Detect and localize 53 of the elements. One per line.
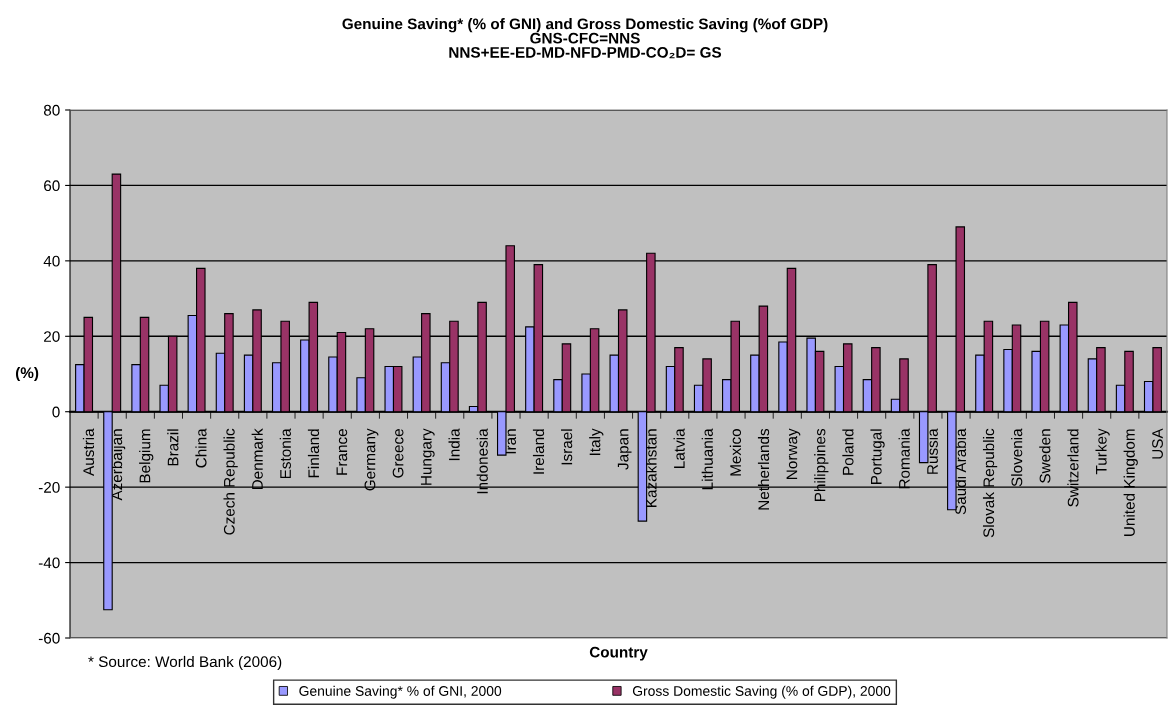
x-tick-label: Israel bbox=[561, 429, 573, 465]
x-tick-label: Czech Republic bbox=[223, 428, 238, 535]
x-tick-label: Switzerland bbox=[1067, 429, 1079, 507]
x-tick-label: Latvia bbox=[673, 428, 685, 468]
x-tick-label: Poland bbox=[842, 429, 854, 475]
x-tick-label: Denmark bbox=[251, 428, 263, 490]
chart-title: Genuine Saving* (% of GNI) and Gross Domestic Saving (%of GDP) GNS-CFC=NNS NNS+EE-ED-MD-NFD-PMD-CO₂D= GS bbox=[342, 18, 828, 59]
y-tick-label: 0 bbox=[52, 406, 60, 418]
x-tick-label: USA bbox=[1152, 428, 1163, 459]
y-tick-label: -60 bbox=[38, 632, 60, 644]
x-tick-label: Azerbaijan bbox=[110, 429, 126, 501]
x-tick-label: United Kingdom bbox=[1123, 429, 1138, 536]
x-tick-label: Finland bbox=[307, 429, 320, 478]
x-tick-label: Hungary bbox=[420, 428, 435, 485]
x-tick-label: China bbox=[195, 428, 207, 468]
x-tick-label: Iran bbox=[505, 429, 516, 454]
x-tick-label: Slovenia bbox=[1011, 428, 1023, 487]
x-tick-label: Belgium bbox=[139, 429, 154, 483]
x-tick-label: Mexico bbox=[729, 429, 742, 476]
y-tick-label: 60 bbox=[44, 180, 60, 192]
x-tick-label: Japan bbox=[617, 429, 632, 470]
y-axis-title: (%) bbox=[15, 366, 39, 382]
y-tick-label: 40 bbox=[43, 255, 60, 267]
x-tick-label: Philippines bbox=[814, 428, 829, 502]
x-tick-label: Lithuania bbox=[701, 428, 713, 490]
legend-label: Genuine Saving* % of GNI, 2000 bbox=[299, 685, 502, 699]
x-tick-label: Italy bbox=[589, 428, 604, 455]
x-tick-label: Indonesia bbox=[476, 428, 488, 494]
x-tick-label: Sweden bbox=[1039, 429, 1051, 483]
x-tick-label: Romania bbox=[898, 428, 910, 489]
x-tick-label: Saudi Arabia bbox=[954, 428, 967, 515]
x-axis-title: Country bbox=[589, 646, 648, 661]
x-tick-label: Netherlands bbox=[757, 428, 770, 510]
x-tick-label: Austria bbox=[82, 428, 95, 476]
x-tick-label: Greece bbox=[392, 429, 404, 478]
x-tick-label: Germany bbox=[364, 428, 379, 491]
x-tick-label: Estonia bbox=[279, 428, 291, 479]
x-tick-label: France bbox=[336, 429, 348, 475]
text: * Source: World Bank (2006) bbox=[88, 655, 282, 671]
x-tick-label: Portugal bbox=[870, 429, 885, 485]
legend-label: Gross Domestic Saving (% of GDP), 2000 bbox=[632, 685, 891, 699]
y-tick-label: 80 bbox=[43, 104, 60, 116]
y-tick-label: 20 bbox=[44, 331, 60, 342]
y-tick-label: -40 bbox=[38, 557, 60, 569]
y-tick-label: -20 bbox=[38, 482, 60, 493]
x-tick-label: Brazil bbox=[167, 429, 179, 466]
x-tick-label: Russia bbox=[926, 428, 938, 474]
x-tick-label: Slovak Republic bbox=[982, 428, 998, 538]
x-tick-label: Norway bbox=[786, 428, 801, 479]
x-tick-label: Kazakhstan bbox=[645, 429, 657, 507]
x-tick-label: India bbox=[448, 428, 460, 461]
x-tick-label: Turkey bbox=[1095, 428, 1110, 475]
x-tick-label: Ireland bbox=[532, 429, 545, 474]
